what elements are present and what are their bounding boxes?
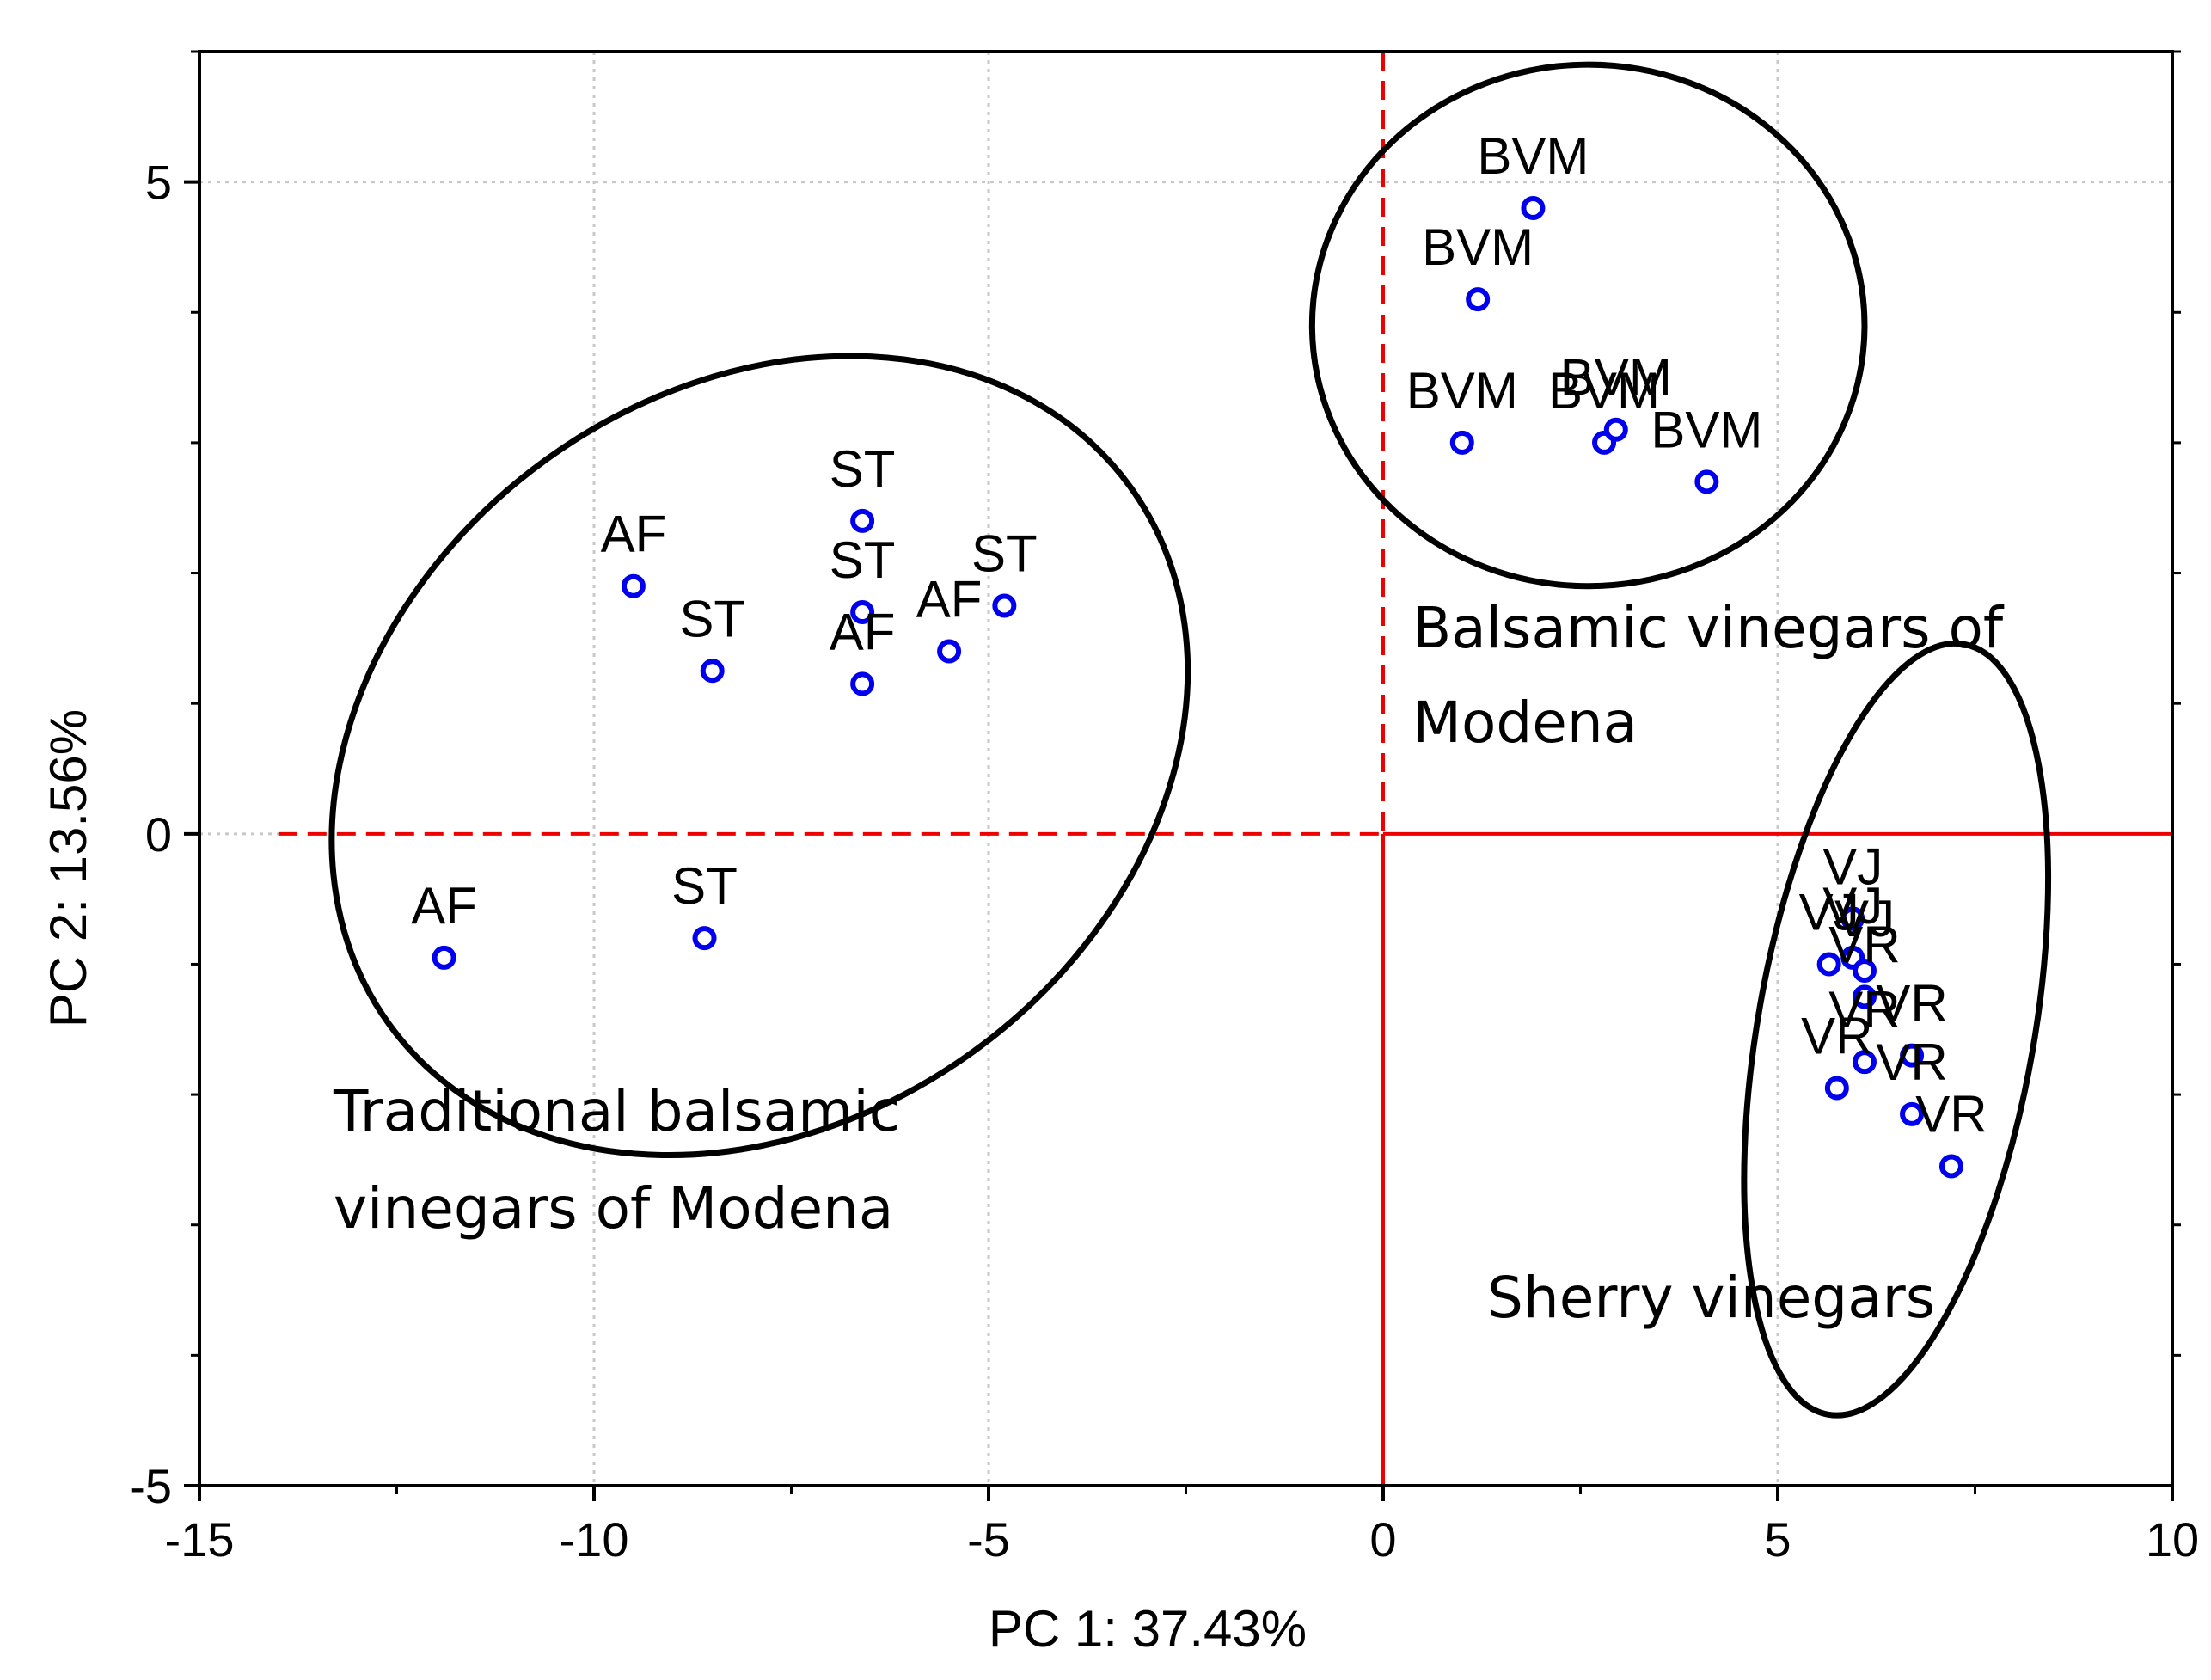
data-point xyxy=(1523,199,1542,218)
data-point-label: ST xyxy=(679,590,745,647)
data-point-label: AF xyxy=(830,603,896,660)
x-axis-title: PC 1: 37.43% xyxy=(989,1600,1307,1658)
x-tick-label: -10 xyxy=(560,1512,629,1567)
data-points xyxy=(435,199,1961,1176)
group-label-line: Balsamic vinegars of xyxy=(1412,595,2005,661)
group-label-line: vinegars of Modena xyxy=(334,1175,893,1242)
pca-scatter-chart: AFSTSTSTAFAFSTAF STBVMBVMBVM BVMBVMBVMVJVJ… xyxy=(0,0,2211,1680)
data-point-label: ST xyxy=(971,524,1038,582)
data-point-label: BVM xyxy=(1477,127,1589,185)
x-tick-label: 10 xyxy=(2146,1512,2199,1567)
data-point xyxy=(853,512,872,530)
data-point xyxy=(853,674,872,693)
data-point-label: BVM xyxy=(1406,362,1518,420)
data-point xyxy=(435,948,454,967)
data-point xyxy=(1942,1156,1961,1175)
data-point-label: BVM xyxy=(1560,349,1672,407)
data-point-label: AF xyxy=(411,877,477,935)
data-point-label: ST xyxy=(830,440,896,498)
data-point-label: ST xyxy=(830,531,896,589)
y-tick-label: 0 xyxy=(145,807,172,861)
x-tick-label: 5 xyxy=(1764,1512,1791,1567)
x-tick-label: -5 xyxy=(967,1512,1010,1567)
data-point-label: VR xyxy=(1915,1085,1987,1143)
y-axis-title: PC 2: 13.56% xyxy=(40,709,97,1027)
data-point xyxy=(1607,420,1626,439)
data-point xyxy=(1453,433,1472,452)
data-point xyxy=(1468,290,1487,309)
data-point-label: VR xyxy=(1876,1033,1947,1091)
data-point-label: VR xyxy=(1828,981,1900,1039)
data-point xyxy=(703,661,722,680)
data-point-label: BVM xyxy=(1422,218,1534,276)
group-ellipse xyxy=(175,191,1344,1320)
y-tick-label: -5 xyxy=(129,1459,172,1513)
data-point xyxy=(1828,1079,1847,1098)
group-label-line: Modena xyxy=(1412,690,1638,756)
x-tick-label: -15 xyxy=(165,1512,235,1567)
y-tick-label: 5 xyxy=(145,156,172,210)
group-label-line: Sherry vinegars xyxy=(1487,1265,1935,1331)
data-point-label: ST xyxy=(671,857,738,915)
data-point xyxy=(624,577,643,596)
data-point xyxy=(995,596,1014,615)
data-point-label: VR xyxy=(1828,916,1900,973)
data-point xyxy=(940,642,959,661)
data-point xyxy=(1697,472,1716,491)
data-point-label: AF xyxy=(601,506,667,563)
x-tick-label: 0 xyxy=(1369,1512,1396,1567)
data-point-label: BVM xyxy=(1651,401,1762,458)
group-label-line: Traditional balsamic xyxy=(333,1078,900,1144)
data-point xyxy=(695,929,714,947)
